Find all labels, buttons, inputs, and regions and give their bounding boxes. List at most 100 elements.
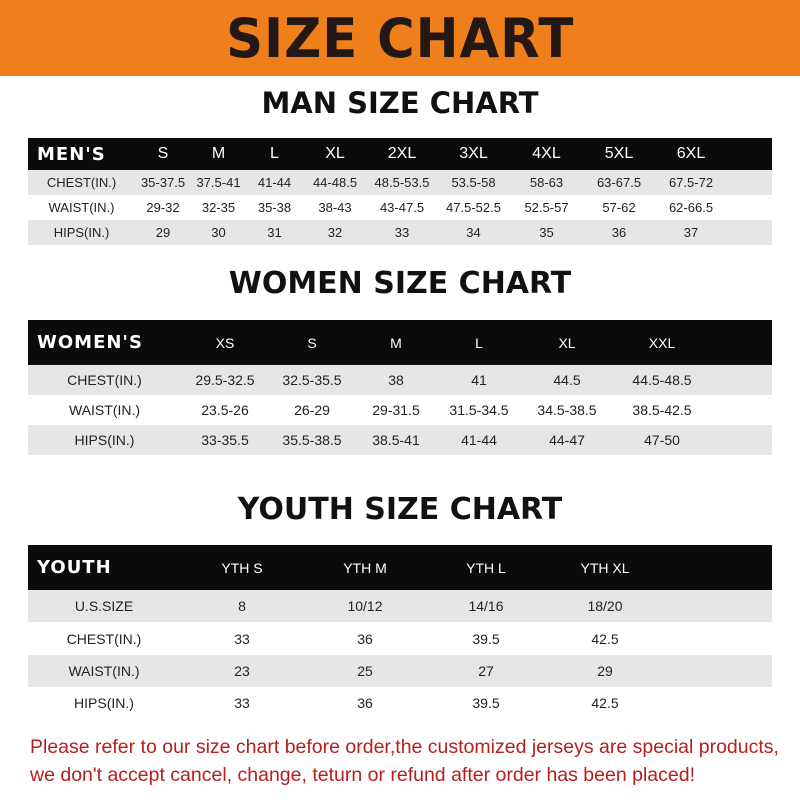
table-row: HIPS(IN.) 33 36 39.5 42.5 xyxy=(28,687,772,718)
table-cell: 41-44 xyxy=(257,175,292,190)
table-cell: 44-47 xyxy=(549,432,585,448)
table-cell: 44.5-48.5 xyxy=(632,372,692,388)
youth-size-table: YOUTH YTH S YTH M YTH L YTH XL U.S.SIZE 8 10/12… xyxy=(28,545,772,718)
row-label: U.S.SIZE xyxy=(74,598,134,614)
row-label: HIPS(IN.) xyxy=(53,225,110,240)
row-label: WAIST(IN.) xyxy=(68,663,140,679)
table-cell: 33 xyxy=(234,694,250,711)
table-cell: 29.5-32.5 xyxy=(195,372,255,388)
table-cell: 31.5-34.5 xyxy=(449,402,509,418)
table-cell: 52.5-57 xyxy=(524,200,569,215)
table-cell: 29-31.5 xyxy=(372,402,420,418)
table-cell: 38 xyxy=(388,372,404,388)
table-row: HIPS(IN.) 33-35.5 35.5-38.5 38.5-41 41-44 44-… xyxy=(28,425,772,455)
table-cell: 38.5-41 xyxy=(372,432,420,448)
table-cell: 44-48.5 xyxy=(312,175,358,190)
table-cell: 48.5-53.5 xyxy=(374,175,430,190)
table-title-cell: MEN'S xyxy=(37,143,106,165)
table-cell: 32.5-35.5 xyxy=(282,372,342,388)
size-header: XS xyxy=(215,334,235,351)
table-cell: 67.5-72 xyxy=(668,175,714,190)
table-cell: 8 xyxy=(238,598,246,614)
table-cell: 34 xyxy=(466,225,481,240)
table-cell: 33 xyxy=(394,225,410,240)
table-cell: 47.5-52.5 xyxy=(446,200,501,215)
table-cell: 27 xyxy=(478,663,494,679)
table-cell: 39.5 xyxy=(472,694,500,711)
size-header: YTH L xyxy=(466,559,506,576)
table-cell: 39.5 xyxy=(472,630,500,647)
table-title-cell: WOMEN'S xyxy=(37,332,143,353)
table-cell: 33 xyxy=(234,630,250,647)
size-header: XXL xyxy=(648,334,676,351)
table-cell: 57-62 xyxy=(602,200,636,215)
table-cell: 47-50 xyxy=(644,432,680,448)
table-cell: 31 xyxy=(267,225,282,240)
banner-title: SIZE CHART xyxy=(225,6,575,70)
table-cell: 35 xyxy=(539,225,554,240)
table-row: CHEST(IN.) 35-37.5 37.5-41 41-44 44-48.5 48.5… xyxy=(28,170,772,195)
row-label: HIPS(IN.) xyxy=(74,432,135,448)
table-cell: 14/16 xyxy=(468,598,504,614)
order-notice: Please refer to our size chart before or… xyxy=(30,736,779,786)
table-cell: 30 xyxy=(211,225,226,240)
size-header: YTH S xyxy=(221,559,263,576)
table-cell: 63-67.5 xyxy=(596,175,642,190)
size-header: L xyxy=(475,334,483,351)
size-header: YTH XL xyxy=(580,559,630,576)
table-cell: 36 xyxy=(611,225,627,240)
size-header: S xyxy=(157,145,169,162)
table-header-row: YOUTH YTH S YTH M YTH L YTH XL xyxy=(28,545,772,590)
size-header: XL xyxy=(558,334,576,351)
table-cell: 37 xyxy=(683,225,699,240)
size-header: L xyxy=(270,145,279,162)
table-row: CHEST(IN.) 29.5-32.5 32.5-35.5 38 41 44.5 44.5… xyxy=(28,365,772,395)
size-header: S xyxy=(307,334,317,351)
table-cell: 34.5-38.5 xyxy=(537,402,597,418)
women-title: WOMEN SIZE CHART xyxy=(228,266,572,301)
size-header: 5XL xyxy=(604,145,634,162)
table-cell: 44.5 xyxy=(553,372,581,388)
men-size-table: MEN'S S M L XL 2XL 3XL 4XL 5XL 6XL CHEST(IN.) 35-37… xyxy=(28,138,772,245)
table-cell: 18/20 xyxy=(587,598,623,614)
table-cell: 53.5-58 xyxy=(451,175,496,190)
table-cell: 38.5-42.5 xyxy=(632,402,692,418)
table-cell: 29 xyxy=(155,225,171,240)
table-title-cell: YOUTH xyxy=(37,557,112,578)
table-row: WAIST(IN.) 29-32 32-35 35-38 38-43 43-47.5 47.… xyxy=(28,195,772,220)
table-cell: 23.5-26 xyxy=(201,402,249,418)
table-cell: 42.5 xyxy=(591,694,619,711)
table-cell: 36 xyxy=(357,630,373,647)
table-row: WAIST(IN.) 23 25 27 29 xyxy=(28,655,772,687)
banner: SIZE CHART xyxy=(0,0,800,76)
table-row: WAIST(IN.) 23.5-26 26-29 29-31.5 31.5-34.5 34… xyxy=(28,395,772,425)
row-label: CHEST(IN.) xyxy=(67,372,142,388)
table-cell: 33-35.5 xyxy=(201,432,249,448)
table-cell: 23 xyxy=(234,663,250,679)
table-row: HIPS(IN.) 29 30 31 32 33 34 35 36 37 xyxy=(28,220,772,245)
youth-title: YOUTH SIZE CHART xyxy=(237,492,563,527)
row-label: WAIST(IN.) xyxy=(68,402,141,418)
table-row: U.S.SIZE 8 10/12 14/16 18/20 xyxy=(28,590,772,622)
size-header: 2XL xyxy=(387,145,417,162)
table-cell: 10/12 xyxy=(347,598,383,614)
table-cell: 38-43 xyxy=(318,200,352,215)
table-cell: 25 xyxy=(357,663,373,679)
size-header: XL xyxy=(325,145,345,162)
table-row: CHEST(IN.) 33 36 39.5 42.5 xyxy=(28,622,772,655)
row-label: WAIST(IN.) xyxy=(48,200,115,215)
men-title: MAN SIZE CHART xyxy=(261,86,539,120)
table-cell: 37.5-41 xyxy=(196,175,241,190)
table-cell: 41 xyxy=(471,372,487,388)
table-header-row: MEN'S S M L XL 2XL 3XL 4XL 5XL 6XL xyxy=(28,138,772,170)
women-size-table: WOMEN'S XS S M L XL XXL CHEST(IN.) 29.5-32.5 32.5… xyxy=(28,320,772,455)
table-cell: 35-38 xyxy=(257,200,292,215)
table-cell: 58-63 xyxy=(529,175,564,190)
table-cell: 41-44 xyxy=(461,432,497,448)
table-cell: 62-66.5 xyxy=(668,200,714,215)
table-cell: 36 xyxy=(357,694,373,711)
size-header: M xyxy=(211,145,226,162)
table-cell: 35.5-38.5 xyxy=(282,432,342,448)
table-cell: 43-47.5 xyxy=(379,200,425,215)
size-header: 3XL xyxy=(459,145,488,162)
